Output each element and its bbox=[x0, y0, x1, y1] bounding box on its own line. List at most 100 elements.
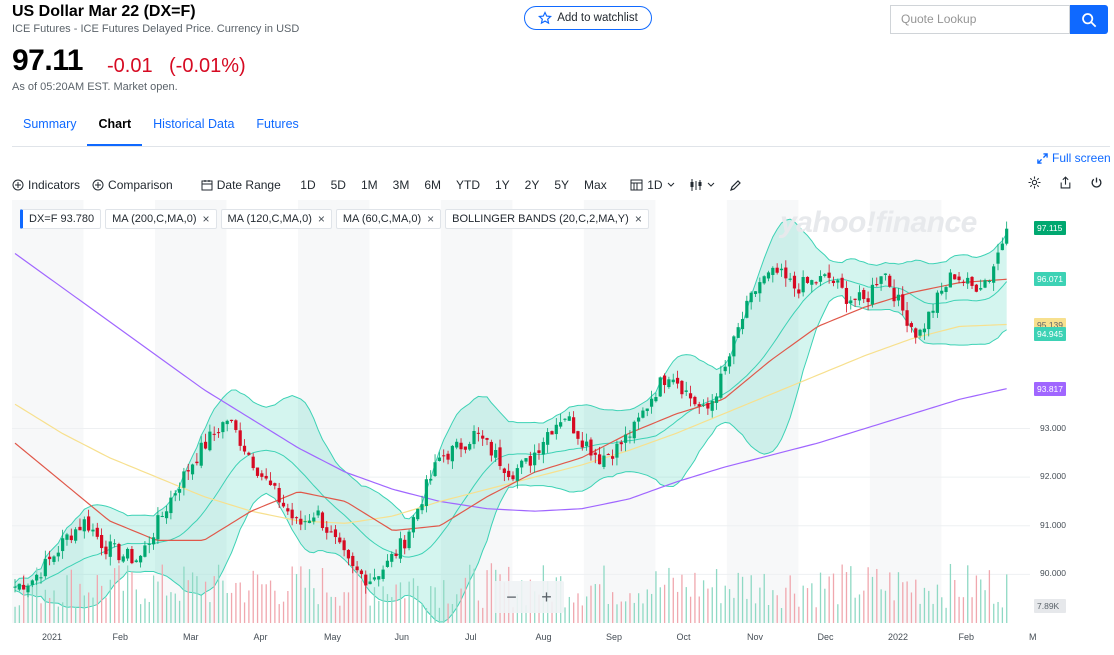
volume-bar bbox=[57, 606, 60, 623]
close-icon[interactable]: × bbox=[427, 212, 435, 226]
volume-bar bbox=[759, 587, 761, 623]
tab-historical-data[interactable]: Historical Data bbox=[153, 117, 235, 131]
full-screen-label: Full screen bbox=[1052, 151, 1111, 165]
candle-body bbox=[398, 538, 403, 559]
candle-body bbox=[719, 373, 723, 398]
tab-chart[interactable]: Chart bbox=[87, 105, 142, 147]
full-screen-button[interactable]: Full screen bbox=[1037, 151, 1111, 165]
zoom-in-button[interactable]: + bbox=[541, 586, 552, 607]
volume-bar bbox=[378, 600, 380, 623]
price-chart[interactable] bbox=[12, 200, 1030, 623]
volume-bar bbox=[655, 571, 657, 623]
tab-summary[interactable]: Summary bbox=[23, 117, 77, 131]
month-stripe bbox=[440, 200, 513, 623]
search-button[interactable] bbox=[1070, 5, 1108, 34]
add-to-watchlist-button[interactable]: Add to watchlist bbox=[524, 6, 652, 30]
candle-body bbox=[706, 403, 710, 409]
close-icon[interactable]: × bbox=[634, 212, 642, 226]
date-range-button[interactable]: Date Range bbox=[201, 178, 281, 192]
x-tick-label: 2022 bbox=[888, 632, 909, 642]
volume-bar bbox=[750, 575, 752, 623]
x-tick-label: Dec bbox=[817, 632, 834, 642]
range-button-2y[interactable]: 2Y bbox=[524, 178, 540, 192]
volume-bar bbox=[477, 600, 480, 623]
candle-body bbox=[186, 470, 190, 472]
volume-bar bbox=[105, 597, 107, 623]
close-icon[interactable]: × bbox=[317, 212, 325, 226]
candle-body bbox=[922, 328, 926, 333]
range-button-5y[interactable]: 5Y bbox=[554, 178, 570, 192]
range-button-6m[interactable]: 6M bbox=[424, 178, 441, 192]
range-button-max[interactable]: Max bbox=[584, 178, 607, 192]
chevron-down-icon bbox=[667, 182, 674, 187]
volume-bar bbox=[27, 587, 29, 623]
volume-bar bbox=[902, 582, 904, 623]
volume-bar bbox=[880, 589, 882, 623]
volume-bar bbox=[819, 572, 822, 623]
range-button-ytd[interactable]: YTD bbox=[455, 178, 480, 192]
candle-body bbox=[316, 510, 320, 516]
candle-body bbox=[589, 439, 593, 456]
candle-body bbox=[775, 267, 779, 273]
candle-body bbox=[35, 574, 39, 581]
candle-body bbox=[61, 538, 65, 552]
close-icon[interactable]: × bbox=[202, 212, 210, 226]
price-tag: 7.89K bbox=[1034, 599, 1066, 613]
indicator-pill-ma120[interactable]: MA (120,C,MA,0) × bbox=[220, 209, 332, 229]
comparison-button[interactable]: Comparison bbox=[92, 178, 173, 192]
candle-body bbox=[554, 424, 558, 435]
settings-gear-icon[interactable] bbox=[1028, 176, 1041, 189]
quote-lookup-input[interactable]: Quote Lookup bbox=[890, 5, 1070, 34]
expand-icon bbox=[1037, 152, 1048, 164]
range-button-5d[interactable]: 5D bbox=[330, 178, 346, 192]
candle-body bbox=[714, 396, 719, 403]
candle-body bbox=[420, 504, 424, 511]
zoom-out-button[interactable]: − bbox=[506, 586, 517, 607]
range-button-1d[interactable]: 1D bbox=[300, 178, 316, 192]
candle-body bbox=[199, 442, 203, 466]
volume-bar bbox=[412, 578, 415, 623]
candle-body bbox=[905, 310, 909, 326]
candle-body bbox=[299, 518, 303, 525]
range-button-1y[interactable]: 1Y bbox=[494, 178, 510, 192]
indicator-pill-bollinger[interactable]: BOLLINGER BANDS (20,C,2,MA,Y) × bbox=[445, 209, 649, 229]
candle-body bbox=[377, 576, 381, 580]
candle-body bbox=[632, 421, 636, 439]
interval-button[interactable]: 1D bbox=[630, 178, 674, 192]
candle-body bbox=[797, 289, 801, 294]
candle-body bbox=[875, 284, 879, 286]
candle-body bbox=[424, 479, 428, 507]
plus-circle-icon bbox=[12, 179, 24, 191]
volume-bar bbox=[96, 575, 98, 623]
volume-bar bbox=[512, 607, 514, 623]
quote-title: US Dollar Mar 22 (DX=F) bbox=[12, 3, 196, 20]
candle-body bbox=[381, 569, 385, 579]
candle-body bbox=[485, 438, 489, 440]
tab-futures[interactable]: Futures bbox=[256, 117, 299, 131]
volume-bar bbox=[486, 570, 488, 623]
candle-body bbox=[390, 553, 394, 562]
volume-bar bbox=[408, 581, 410, 623]
volume-bar bbox=[945, 607, 947, 623]
draw-tool-button[interactable] bbox=[729, 179, 742, 192]
zoom-controls: − + bbox=[494, 581, 564, 613]
candle-body bbox=[927, 311, 931, 330]
volume-bar bbox=[689, 596, 692, 623]
candle-body bbox=[563, 418, 567, 420]
candle-body bbox=[896, 294, 901, 301]
range-button-1m[interactable]: 1M bbox=[360, 178, 378, 192]
volume-bar bbox=[746, 598, 748, 623]
indicator-pill-symbol[interactable]: DX=F 93.780 bbox=[20, 209, 102, 229]
reset-icon[interactable] bbox=[1090, 176, 1103, 189]
share-icon[interactable] bbox=[1059, 176, 1072, 189]
chart-type-button[interactable] bbox=[689, 179, 715, 191]
candle-body bbox=[567, 416, 571, 421]
indicator-pill-ma60[interactable]: MA (60,C,MA,0) × bbox=[335, 209, 442, 229]
volume-bar bbox=[949, 563, 952, 623]
candle-body bbox=[892, 288, 896, 302]
indicators-button[interactable]: Indicators bbox=[12, 178, 80, 192]
indicator-pill-label: MA (60,C,MA,0) bbox=[342, 213, 422, 225]
candle-body bbox=[264, 475, 268, 479]
range-button-3m[interactable]: 3M bbox=[392, 178, 410, 192]
indicator-pill-ma200[interactable]: MA (200,C,MA,0) × bbox=[105, 209, 217, 229]
